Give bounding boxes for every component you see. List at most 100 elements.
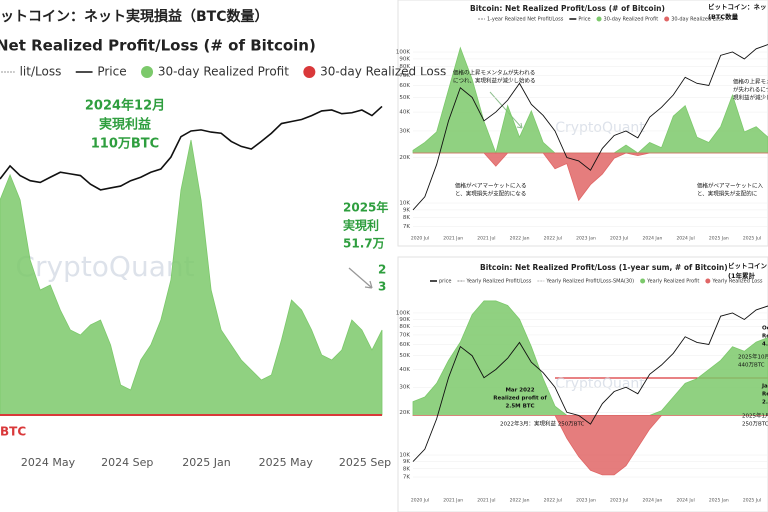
annotation: につれ、実現利益が減少し始める [453,77,536,85]
annotation: 価格の上昇モメンタムが失われる [453,69,535,77]
legend-label: Price [97,65,126,79]
y-tick-label: 10K [399,201,410,207]
annotation: Realized profit of [493,396,547,402]
annotation: Realized [762,392,768,398]
y-tick-label: 60K [399,342,410,348]
annotation: 2025年10月：実 [738,353,768,361]
x-tick-label: 2025 Jul [743,236,761,242]
x-tick-label: 2021 Jul [477,236,495,242]
arrow [348,267,373,289]
legend-label: Yearly Realized Profit/Loss [465,279,531,285]
y-tick-label: 90K [399,317,410,323]
annotation: 4. [762,342,768,348]
x-tick-label: 2024 Jan [642,236,662,242]
legend-label: Yearly Realized Profit [646,279,699,285]
annotation: 実現利益 [99,117,151,133]
annotation: (1年累計 [728,271,755,280]
annotation: Ja [761,384,768,390]
x-tick-label: 2020 Jul [411,498,429,504]
area [413,152,768,202]
y-tick-label: 80K [399,324,410,330]
chart-subtitle: Net Realized Profit/Loss (# of Bitcoin) [0,37,316,55]
y-tick-label: 9K [403,207,410,213]
x-tick-label: 2023 Jan [576,236,596,242]
y-tick-label: 100K [396,50,410,56]
annotation: 2025年 [343,200,388,215]
y-tick-label: 70K [399,332,410,338]
annotation: 2. [762,400,768,406]
legend-label: 30-day Realized Loss [671,17,724,23]
chart-title: Bitcoin: Net Realized Profit/Loss (1-yea… [480,263,728,272]
annotation: 2025年1月：実 [742,412,768,420]
y-tick-label: 40K [399,367,410,373]
y-tick-label: 50K [399,95,410,101]
legend-label: 30-day Realized Loss [320,65,446,79]
annotation: 2 [378,263,386,277]
annotation: と、実現損失が支配的になる [455,190,526,198]
x-tick-label: 2025 Jul [743,498,761,504]
legend-label: 30-day Realized Profit [604,17,659,23]
legend-swatch [141,66,154,78]
y-tick-label: 20K [399,410,410,416]
area [0,139,383,416]
annotation: Mar 2022 [505,388,534,394]
x-tick-label: 2022 Jan [510,236,530,242]
price-line [0,105,383,191]
annotation: 価格がベアマーケットに入る [455,182,527,190]
annotation: 110万BTC [91,137,159,152]
y-tick-label: 30K [399,128,410,134]
x-tick-label: 2023 Jan [576,498,596,504]
legend-swatch [640,278,646,284]
x-tick-label: 2024 Jul [676,498,694,504]
y-tick-label: 7K [403,475,410,481]
legend-label: lit/Loss [20,65,62,79]
annotation: Realized [762,334,768,340]
x-tick-label: 2025 Sep [339,456,391,469]
annotation: ビットコイン：ネッ [708,2,767,11]
x-tick-label: 2020 Jul [411,236,429,242]
x-tick-label: 2024 Jul [676,236,694,242]
x-tick-label: 2021 Jan [443,236,463,242]
x-tick-label: 2025 May [259,456,314,469]
x-tick-label: 2024 May [21,456,76,469]
x-tick-label: 2025 Jan [709,236,729,242]
y-tick-label: 60K [399,83,410,89]
y-tick-label: 70K [399,73,410,79]
x-tick-label: 2024 Jan [642,498,662,504]
annotation: と、実現損失が支配的に [697,190,757,198]
annotation: 3 [378,280,386,294]
price-line [412,44,768,211]
x-tick-label: 2025 Jan [709,498,729,504]
annotation: Oc [762,326,768,332]
annotation: 価格の上昇モメンタム [733,78,768,86]
legend-swatch [303,66,316,78]
x-tick-label: 2022 Jul [544,236,562,242]
legend-swatch [705,278,711,284]
legend-swatch [664,16,670,22]
x-tick-label: 2022 Jan [510,498,530,504]
legend-swatch [596,16,602,22]
x-tick-label: 2021 Jul [477,498,495,504]
watermark: CryptoQuant [15,250,194,283]
y-tick-label: 50K [399,353,410,359]
y-tick-label: 10K [399,453,410,459]
annotation: 51.7万 [343,237,385,251]
x-tick-label: 2021 Jan [443,498,463,504]
x-tick-label: 2023 Jul [610,498,628,504]
y-tick-label: 20K [399,155,410,161]
watermark: CryptoQuant [555,376,645,392]
chart-title: ットコイン：ネット実現損益（BTC数量） [0,8,269,25]
y-tick-label: 40K [399,110,410,116]
x-tick-label: 2023 Jul [610,236,628,242]
x-tick-label: 2024 Sep [101,456,153,469]
y-tick-label: 8K [403,466,410,472]
price-line [412,305,768,462]
legend-label: price [439,279,451,285]
legend-label: 1-year Realized Net Profit/Loss [487,17,564,23]
annotation: (BTC数量 [708,12,739,21]
legend-label: Price [578,17,590,23]
y-tick-label: 80K [399,64,410,70]
y-tick-label: 100K [396,310,410,316]
